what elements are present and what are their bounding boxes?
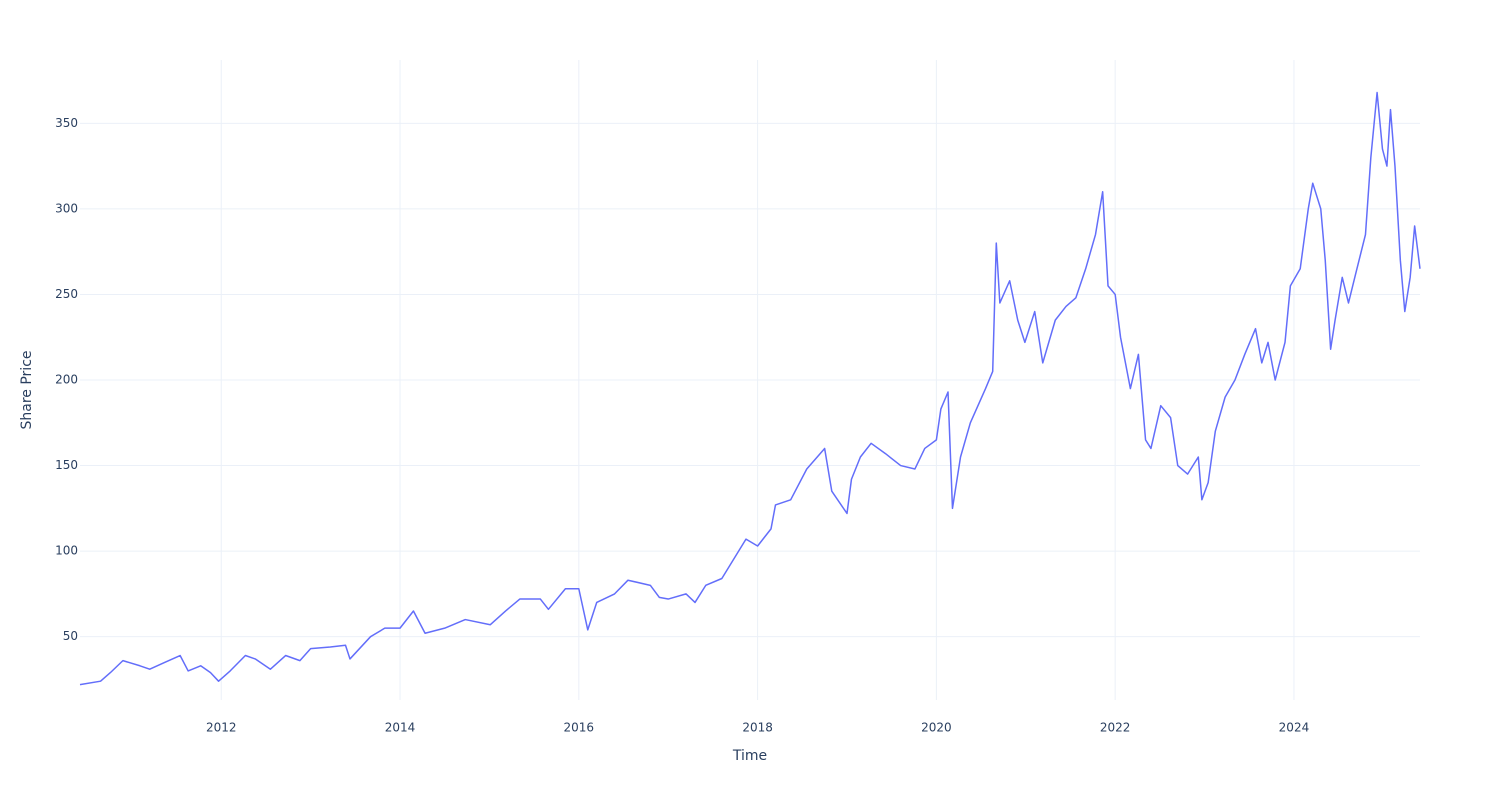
x-tick-label: 2024	[1279, 721, 1310, 735]
x-tick-label: 2020	[921, 721, 952, 735]
x-tick-label: 2022	[1100, 721, 1131, 735]
y-tick-label: 300	[55, 201, 78, 215]
x-tick-label: 2016	[564, 721, 595, 735]
y-tick-label: 350	[55, 116, 78, 130]
x-tick-label: 2014	[385, 721, 416, 735]
y-tick-label: 50	[63, 629, 78, 643]
x-axis-title: Time	[732, 748, 767, 764]
y-tick-label: 150	[55, 458, 78, 472]
x-tick-label: 2012	[206, 721, 237, 735]
y-tick-label: 250	[55, 287, 78, 301]
y-tick-label: 100	[55, 544, 78, 558]
y-axis-title: Share Price	[19, 350, 35, 429]
y-tick-label: 200	[55, 373, 78, 387]
price-line	[79, 91, 1421, 686]
x-tick-label: 2018	[742, 721, 773, 735]
